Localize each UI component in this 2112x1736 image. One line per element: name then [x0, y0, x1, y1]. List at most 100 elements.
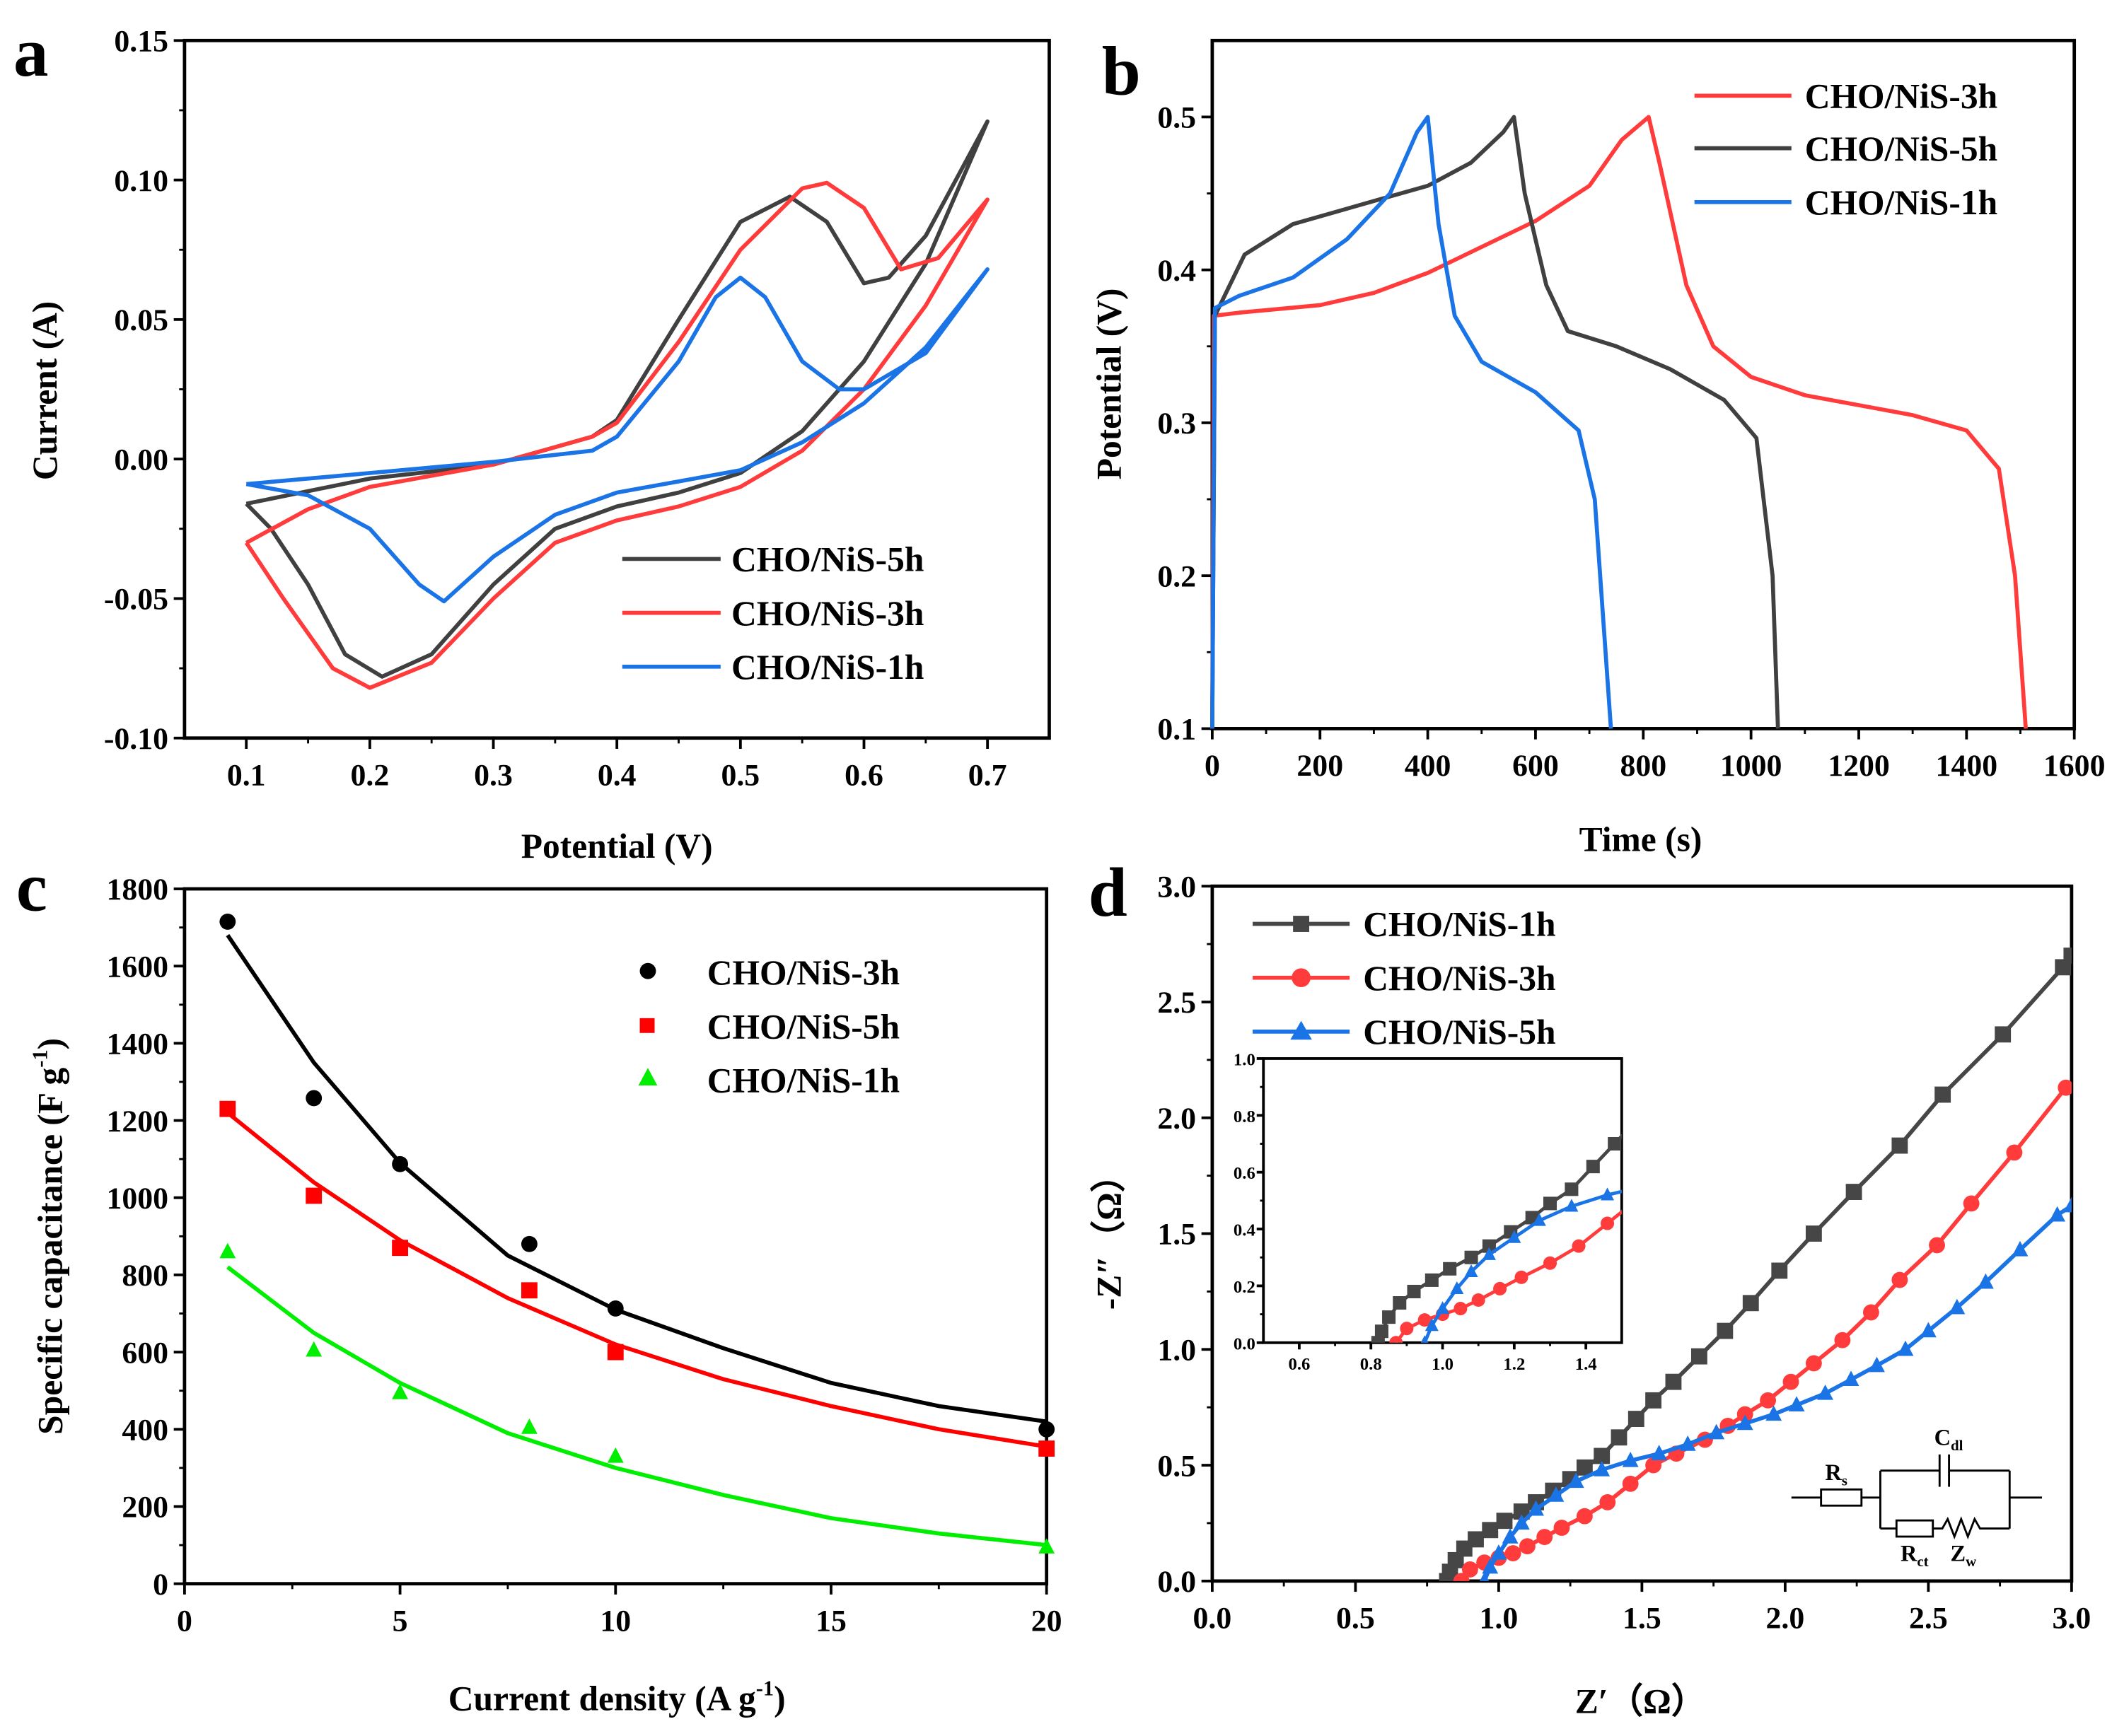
panel-c-cho-nis-3h-data-point-circle [306, 1090, 323, 1107]
panel-d-inset-cho-nis-3h-data-point-circle [1514, 1270, 1528, 1284]
panel-d-cho-nis-5h-data-point-triangle [1548, 1486, 1565, 1502]
panel-d-inset-cho-nis-3h-data-point-circle [1630, 1194, 1643, 1207]
panel-d-inset-cho-nis-1h-data-point-square [1443, 1262, 1457, 1276]
panel-d-inset-cho-nis-1h-data-point-square [1425, 1273, 1439, 1287]
panel-c-y-tick-label: 1000 [106, 1182, 168, 1216]
panel-d-inset-cho-nis-3h-data-point-circle [1400, 1322, 1414, 1336]
panel-d-cho-nis-5h-data-point-triangle [1788, 1396, 1805, 1412]
panel-d-cho-nis-5h-data-point-triangle [1708, 1423, 1725, 1440]
panel-d-cho-nis-1h-data-point-square [1717, 1322, 1734, 1339]
panel-b-y-tick-label: 0.3 [1157, 407, 1196, 441]
panel-d-inset-x-tick-label: 0.6 [1288, 1355, 1310, 1374]
legend-marker-circle [1292, 968, 1311, 988]
panel-d-cho-nis-1h-data-point-square [1845, 1184, 1862, 1200]
panel-d-inset-cho-nis-5h-data-point-triangle [1420, 1335, 1429, 1343]
panel-d-inset-cho-nis-1h-data-point-square [1393, 1296, 1407, 1310]
panel-d-cho-nis-3h-data-point-circle [1963, 1195, 1980, 1212]
panel-b-x-tick-label: 200 [1296, 749, 1343, 783]
panel-d-inset-x-tick-label: 1.2 [1503, 1355, 1525, 1374]
panel-b-series-cho-nis-3h [1210, 115, 2028, 729]
panel-d-inset-cho-nis-5h-data-point-triangle [1507, 1230, 1521, 1243]
panel-a-x-tick-label: 0.1 [227, 758, 266, 792]
panel-d-cho-nis-1h-data-point-square [1665, 1373, 1682, 1390]
panel-d-cho-nis-5h-data-point-triangle [1897, 1340, 1914, 1356]
panel-d-cho-nis-1h-data-point-square [1771, 1262, 1788, 1279]
legend-label: CHO/NiS-1h [731, 648, 924, 687]
panel-d-inset-cho-nis-1h-data-point-square [1371, 1336, 1385, 1343]
c-x-axis-label: Current density (A g-1) [448, 1677, 786, 1718]
panel-d-cho-nis-3h-data-point-circle [1553, 1520, 1570, 1536]
panel-d-inset-cho-nis-5h-data-point-triangle [1601, 1187, 1615, 1201]
panel-d-cho-nis-3h-data-point-circle [1504, 1545, 1521, 1561]
panel-c-cho-nis-3h-data-point-circle [392, 1155, 409, 1172]
panel-d-cho-nis-5h-data-point-triangle [1567, 1472, 1584, 1489]
panel-d-cho-nis-5h-data-point-triangle [1977, 1273, 1994, 1289]
panel-d-cho-nis-1h-data-point-square [1627, 1411, 1644, 1427]
panel-d-inset-cho-nis-1h-data-point-square [1482, 1239, 1496, 1253]
panel-d-cho-nis-5h-data-point-triangle [1490, 1544, 1507, 1560]
legend-label: CHO/NiS-5h [1363, 1013, 1555, 1051]
panel-d-cho-nis-1h-data-point-square [1468, 1531, 1484, 1548]
panel-c-cho-nis-5h-data-point-square [607, 1344, 624, 1361]
b-legend: CHO/NiS-3h CHO/NiS-5h CHO/NiS-1h [1694, 77, 1997, 222]
panel-d-cho-nis-5h-data-point-triangle [1480, 1572, 1490, 1581]
panel-d-inset-cho-nis-1h-data-point-square [1630, 1114, 1643, 1128]
panel-c-cho-nis-5h-data-point-square [219, 1100, 236, 1117]
panel-a-x-tick-label: 0.2 [351, 758, 390, 792]
panel-a-x-tick-label: 0.7 [968, 758, 1007, 792]
legend-marker-square [1293, 916, 1310, 932]
panel-d-inset-axes: 0.6 0.8 1.0 1.2 1.4 0.0 0.2 0.4 0.6 0.8 1.0 [1234, 1050, 1623, 1374]
panel-letter-b: b [1102, 33, 1141, 110]
panel-d-x-tick-label: 3.0 [2053, 1601, 2091, 1635]
panel-c-y-tick-label: 200 [122, 1491, 168, 1525]
circuit-label-rct: Rct [1901, 1541, 1929, 1570]
panel-c-cho-nis-1h-data-point-triangle [521, 1418, 538, 1434]
d-legend: CHO/NiS-1h CHO/NiS-3h CHO/NiS-5h [1253, 905, 1556, 1051]
legend-label: CHO/NiS-3h [707, 953, 900, 992]
panel-d-inset-cho-nis-3h-data-point-circle [1389, 1336, 1403, 1343]
panel-letter-c: c [16, 849, 47, 926]
warburg-element [1932, 1516, 2010, 1539]
panel-d-cho-nis-1h-data-point-square [1611, 1429, 1627, 1446]
panel-d-cho-nis-3h-data-point-circle [1782, 1373, 1799, 1390]
legend-label: CHO/NiS-1h [707, 1061, 900, 1100]
panel-d-inset-cho-nis-1h-line [1376, 1134, 1622, 1343]
panel-c-cho-nis-3h-fit-curve [226, 933, 1048, 1424]
panel-d-cho-nis-1h-data-point-square [1496, 1513, 1513, 1530]
panel-d-inset-cho-nis-5h-data-point-triangle [1436, 1301, 1450, 1315]
panel-d-y-tick-label: 1.0 [1157, 1334, 1196, 1368]
panel-c-plot-frame [182, 887, 1049, 1586]
panel-d-x-tick-label: 0.0 [1193, 1601, 1232, 1635]
panel-d-cho-nis-5h-data-point-triangle [1528, 1500, 1544, 1516]
legend-label: CHO/NiS-3h [1363, 959, 1555, 998]
panel-b-y-tick-label: 0.5 [1157, 101, 1196, 135]
panel-d-x-tick-label: 1.5 [1623, 1601, 1661, 1635]
panel-c-y-tick-label: 1800 [106, 873, 168, 907]
panel-d-inset-cho-nis-5h-data-point-triangle [1565, 1199, 1579, 1212]
panel-d-inset-cho-nis-5h-data-point-triangle [1482, 1247, 1496, 1260]
panel-d-inset-cho-nis-3h-data-point-circle [1572, 1239, 1586, 1253]
panel-d-x-tick-label: 2.5 [1909, 1601, 1948, 1635]
panel-b-x-tick-label: 800 [1620, 749, 1666, 783]
panel-c-cho-nis-1h-data-point-triangle [219, 1242, 236, 1259]
panel-d-inset-x-tick-label: 1.4 [1575, 1355, 1597, 1374]
panel-d-cho-nis-3h-data-point-circle [1929, 1237, 1945, 1254]
panel-d-cho-nis-5h-data-point-triangle [1622, 1451, 1639, 1467]
panel-b-y-tick-label: 0.1 [1157, 713, 1196, 747]
panel-d-cho-nis-1h-data-point-square [1934, 1086, 1951, 1103]
panel-a-y-tick-label: 0.10 [114, 164, 168, 198]
panel-c-y-tick-label: 1600 [106, 950, 168, 984]
panel-d-cho-nis-3h-data-point-circle [1891, 1271, 1908, 1288]
panel-d-cho-nis-5h-data-point-triangle [2012, 1240, 2029, 1257]
panel-b-x-tick-label: 1000 [1720, 749, 1782, 783]
panel-c-x-tick-label: 15 [816, 1604, 847, 1638]
panel-d-cho-nis-3h-data-point-circle [1862, 1304, 1879, 1321]
circuit-label-zw: Zw [1950, 1541, 1977, 1570]
panel-c-y-tick-label: 1400 [106, 1027, 168, 1061]
panel-d-cho-nis-1h-data-point-square [1891, 1137, 1908, 1154]
legend-label: CHO/NiS-5h [731, 540, 924, 579]
panel-d-cho-nis-5h-data-point-triangle [2063, 1196, 2072, 1213]
panel-d-cho-nis-3h-data-point-circle [1599, 1494, 1616, 1510]
panel-d-cho-nis-3h-data-point-circle [1461, 1561, 1478, 1578]
panel-d-inset-cho-nis-3h-data-point-circle [1471, 1293, 1485, 1307]
